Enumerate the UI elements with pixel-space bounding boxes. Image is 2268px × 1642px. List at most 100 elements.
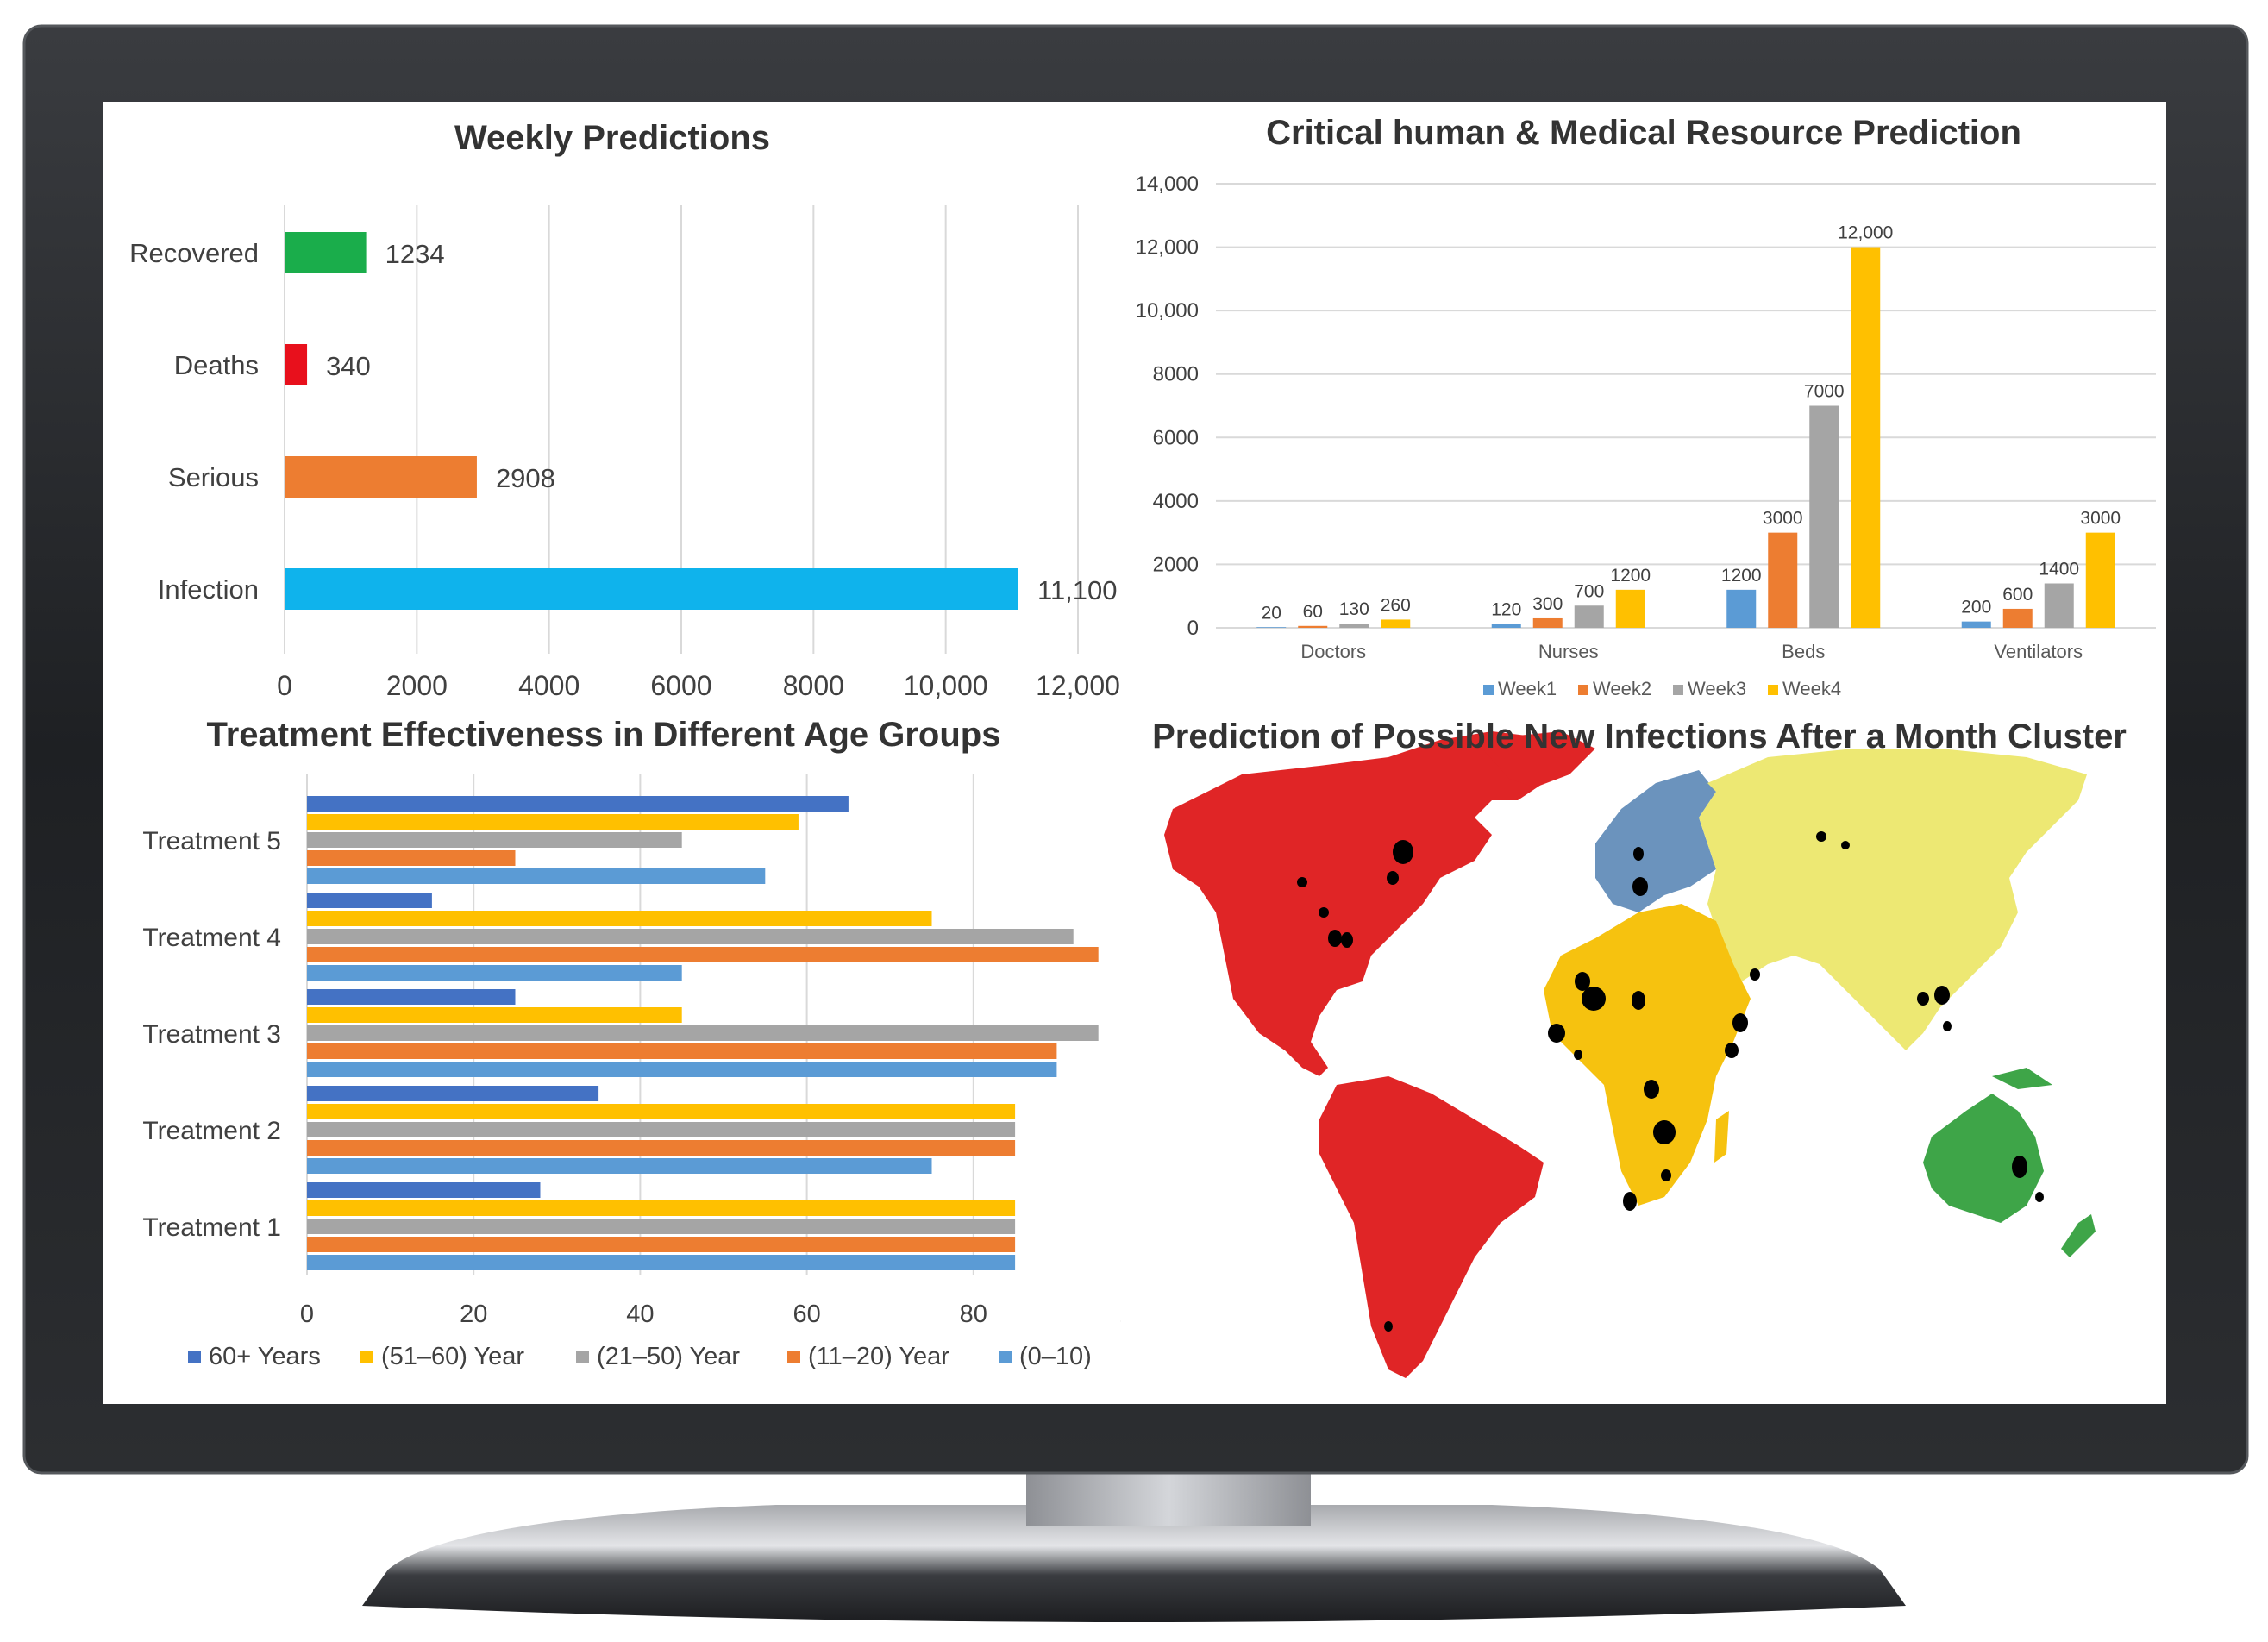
cluster-marker: [1328, 930, 1342, 947]
cluster-marker: [1816, 831, 1826, 842]
x-tick-label: 6000: [650, 670, 711, 701]
y-tick-label: 12,000: [1136, 236, 1199, 260]
cluster-marker: [1917, 992, 1929, 1006]
cluster-marker: [1632, 991, 1645, 1010]
bar: [307, 911, 932, 926]
x-tick-label: 0: [277, 670, 292, 701]
region-africa: [1544, 904, 1751, 1206]
bar: [2044, 583, 2074, 628]
weekly-predictions-panel: Weekly Predictions 0 2000 4000 6000 8000 10,0…: [103, 102, 1121, 705]
x-tick-label: 20: [460, 1300, 487, 1328]
region-europe: [1595, 770, 1716, 912]
treatment-effectiveness-panel: Treatment Effectiveness in Different Age…: [103, 705, 1121, 1404]
y-tick-label: 4000: [1153, 490, 1199, 513]
cluster-marker: [1341, 932, 1353, 948]
cluster-marker: [1653, 1120, 1676, 1144]
y-tick-label: 0: [1187, 617, 1199, 640]
x-tick-label: 0: [300, 1300, 314, 1328]
bar: [307, 850, 516, 866]
data-label: 1234: [385, 239, 445, 269]
cluster-marker: [1644, 1080, 1659, 1099]
bar: [2002, 608, 2033, 628]
region-americas-south: [1319, 1076, 1544, 1378]
cluster-marker: [1841, 841, 1850, 849]
category-label: Serious: [168, 462, 259, 492]
cluster-marker: [1661, 1169, 1671, 1181]
bar: [285, 456, 477, 498]
bar: [307, 1219, 1016, 1234]
bar: [307, 1255, 1016, 1270]
y-tick-label: 6000: [1153, 426, 1199, 449]
category-label: Infection: [158, 574, 259, 605]
legend-label: (11–20) Year: [808, 1343, 949, 1370]
cluster-marker: [1632, 877, 1648, 896]
data-label: 300: [1532, 594, 1563, 614]
category-label: Beds: [1782, 641, 1825, 662]
bar: [307, 989, 516, 1005]
cluster-marker: [2035, 1192, 2044, 1202]
x-tick-label: 80: [960, 1300, 987, 1328]
data-label: 11,100: [1037, 575, 1118, 605]
cluster-marker: [1623, 1192, 1637, 1211]
cluster-marker: [1575, 972, 1590, 991]
cluster-marker: [1725, 1043, 1739, 1058]
data-label: 700: [1574, 581, 1604, 601]
legend-swatch: [999, 1351, 1012, 1363]
bar: [307, 965, 682, 981]
y-tick-label: 2000: [1153, 553, 1199, 576]
category-label: Treatment 2: [142, 1117, 281, 1145]
cluster-marker: [1387, 871, 1399, 885]
cluster-marker: [2012, 1156, 2027, 1178]
data-label: 1400: [2039, 560, 2079, 580]
bar: [1961, 621, 1991, 628]
bar: [2085, 532, 2115, 628]
stand-base: [362, 1505, 1906, 1622]
region-americas: [1164, 731, 1578, 1076]
data-label: 340: [326, 351, 371, 381]
legend-swatch: [188, 1351, 201, 1363]
category-label: Treatment 3: [142, 1020, 281, 1049]
category-label: Nurses: [1538, 641, 1599, 662]
cluster-marker: [1297, 877, 1307, 887]
data-label: 7000: [1804, 382, 1845, 402]
bar: [1298, 625, 1328, 628]
legend-swatch: [360, 1351, 373, 1363]
legend-label: (0–10): [1019, 1343, 1092, 1370]
chart-title: Treatment Effectiveness in Different Age…: [206, 716, 1001, 754]
bar: [1532, 617, 1563, 628]
x-tick-label: 8000: [783, 670, 844, 701]
legend-swatch: [787, 1351, 800, 1363]
world-cluster-map: [1164, 731, 2096, 1378]
chart-title: Critical human & Medical Resource Predic…: [1266, 114, 2021, 152]
bar: [1851, 247, 1881, 628]
bar: [307, 1007, 682, 1023]
region-new-guinea: [1992, 1068, 2052, 1089]
legend-swatch: [1768, 685, 1778, 695]
chart-title: Weekly Predictions: [454, 119, 771, 157]
cluster-marker: [1633, 847, 1644, 861]
treatment-effectiveness-chart: 0 20 40 60 80 100 Treatment 5 Treatment 4 Treatm…: [142, 774, 1121, 1370]
region-new-zealand: [2061, 1214, 2096, 1257]
legend-label: Week1: [1498, 678, 1557, 699]
legend-label: (21–50) Year: [597, 1343, 740, 1370]
region-madagascar: [1714, 1111, 1729, 1163]
cluster-marker: [1934, 986, 1950, 1005]
cluster-markers: [1297, 831, 2044, 1332]
bar: [307, 1025, 1099, 1041]
cluster-marker: [1548, 1024, 1565, 1043]
x-tick-label: 40: [626, 1300, 654, 1328]
bar: [307, 1043, 1057, 1059]
cluster-marker: [1574, 1050, 1582, 1060]
bar: [307, 1200, 1016, 1216]
legend-swatch: [576, 1351, 589, 1363]
x-tick-label: 60: [793, 1300, 820, 1328]
y-tick-label: 10,000: [1136, 299, 1199, 323]
legend-swatch: [1578, 685, 1588, 695]
bar: [307, 893, 432, 908]
bar: [285, 232, 367, 273]
bar: [1809, 405, 1839, 628]
data-label: 600: [2002, 585, 2033, 605]
bar: [1574, 605, 1604, 628]
x-tick-label: 10,000: [904, 670, 988, 701]
data-label: 1200: [1610, 566, 1651, 586]
